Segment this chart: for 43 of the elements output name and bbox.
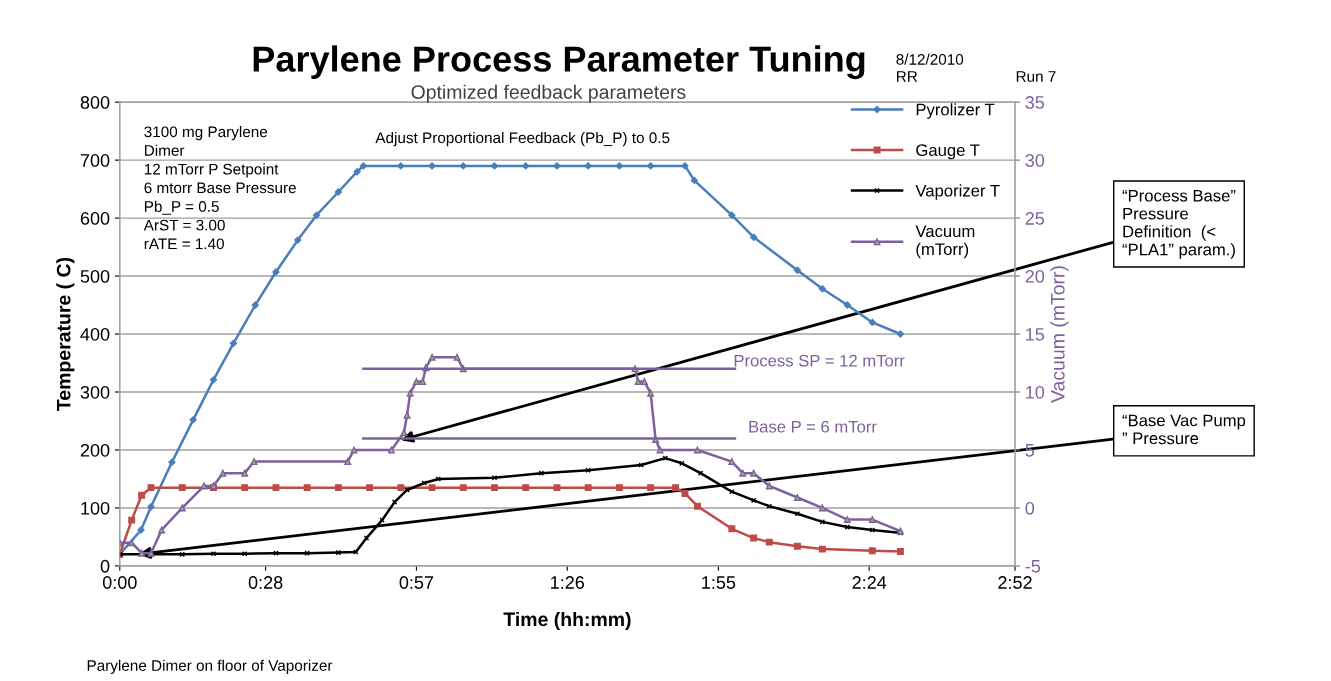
y-axis-title: Temperature ( C)	[56, 257, 75, 411]
legend-label: Vacuum (mTorr)	[915, 225, 975, 259]
x-axis-title: Time (hh:mm)	[503, 611, 631, 631]
legend-label: Gauge T	[916, 144, 980, 160]
text: 8/12/2010	[896, 53, 964, 65]
text: Parylene Dimer on floor of Vaporizer	[87, 659, 333, 674]
annotation: Adjust Proportional Feedback (Pb_P) to 0.5	[375, 131, 670, 147]
y2-axis-title: Vacuum (mTorr)	[1050, 266, 1069, 403]
chart-title: Parylene Process Parameter Tuning	[253, 45, 865, 80]
legend-label: Pyrolizer T	[916, 103, 995, 119]
annotation: Base P = 6 mTorr	[749, 420, 877, 433]
annotation: “Process Base” Pressure Definition (< “PLA1” param.)	[1122, 189, 1236, 259]
y2-tick-label: 10	[1026, 385, 1045, 399]
y-tick-label: 100	[81, 501, 110, 515]
y2-tick-label: 25	[1025, 212, 1045, 225]
x-tick-label: 0:00	[102, 576, 137, 589]
y-tick-label: 800	[80, 96, 110, 109]
x-tick-label: 2:52	[998, 576, 1032, 589]
x-tick-label: 2:24	[852, 576, 887, 589]
y2-tick-label: -5	[1025, 560, 1041, 573]
text: Run 7	[1016, 71, 1056, 82]
y2-tick-label: 20	[1025, 269, 1045, 283]
legend-label: Vaporizer T	[915, 184, 1000, 200]
annotation: “Base Vac Pump ” Pressure	[1122, 414, 1246, 445]
y-tick-label: 300	[80, 385, 110, 399]
y2-tick-label: 30	[1025, 154, 1045, 167]
x-tick-label: 0:57	[399, 576, 434, 589]
y2-tick-label: 15	[1026, 328, 1045, 341]
annotation: Process SP = 12 mTorr	[734, 354, 905, 367]
x-tick-label: 1:55	[702, 576, 736, 589]
text: RR	[897, 71, 918, 82]
y-tick-label: 400	[80, 327, 110, 341]
annotation: 3100 mg Parylene Dimer 12 mTorr P Setpoint 6 mtorr Base Pressure Pb_P = 0.5 ArST = 3.00 rATE = 1.40	[143, 125, 296, 250]
y2-tick-label: 0	[1025, 501, 1035, 515]
x-tick-label: 1:26	[551, 576, 585, 589]
y-tick-label: 500	[80, 269, 110, 283]
y-tick-label: 700	[80, 154, 110, 167]
chart-subtitle: Optimized feedback parameters	[411, 84, 686, 103]
y-tick-label: 0	[100, 559, 110, 573]
y-tick-label: 600	[80, 212, 110, 225]
x-tick-label: 0:28	[248, 576, 283, 589]
y-tick-label: 200	[80, 443, 110, 457]
y2-tick-label: 35	[1025, 96, 1045, 109]
